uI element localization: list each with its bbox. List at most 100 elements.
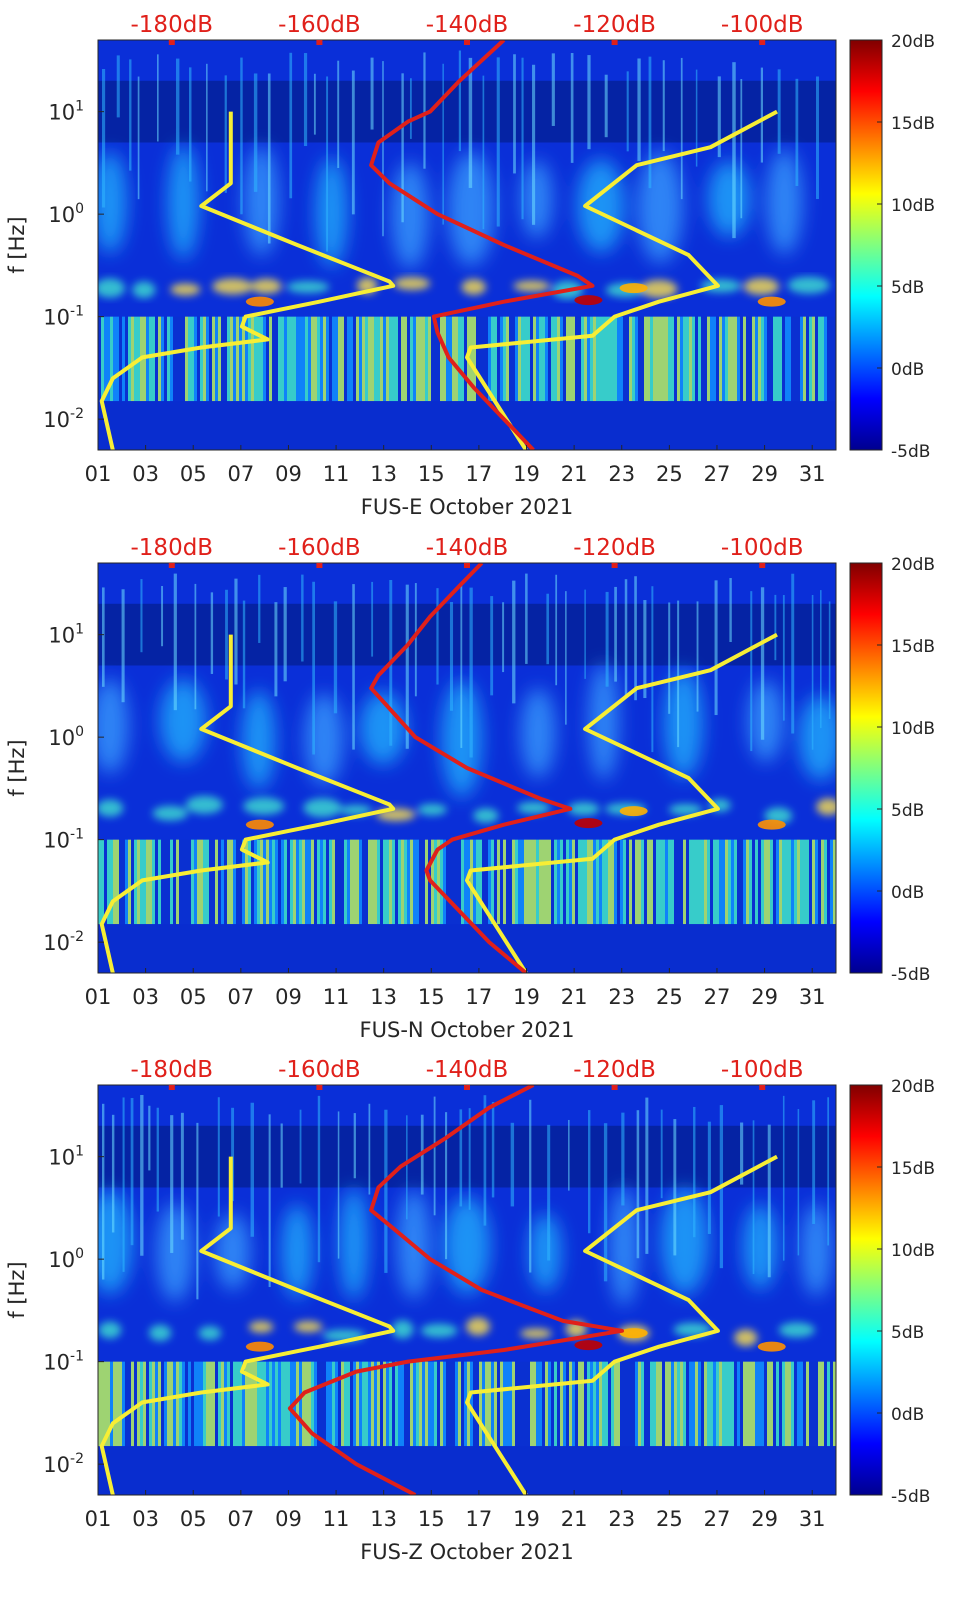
hotspot xyxy=(757,1341,786,1352)
db-tick-mark xyxy=(168,1085,175,1090)
x-tick-label: 29 xyxy=(751,1507,778,1531)
db-tick-mark xyxy=(611,563,618,568)
x-tick-label: 17 xyxy=(466,462,493,486)
x-tick-label: 17 xyxy=(466,985,493,1009)
db-axis-label: -140dB xyxy=(426,535,509,561)
y-tick-label: 101 xyxy=(48,622,84,648)
y-tick-label: 10-2 xyxy=(43,929,84,955)
transient-streaks xyxy=(102,50,819,252)
y-tick-label: 10-1 xyxy=(43,1349,84,1375)
hotspot xyxy=(245,1341,274,1352)
colorbar-label: 15dB xyxy=(891,114,935,134)
hotspot xyxy=(619,1328,648,1339)
hotspot xyxy=(619,283,648,294)
colorbar xyxy=(849,1084,883,1496)
x-tick-label: 05 xyxy=(180,985,207,1009)
colorbar-label: 5dB xyxy=(891,1323,924,1343)
x-tick-label: 19 xyxy=(513,462,540,486)
x-tick-label: 03 xyxy=(132,462,159,486)
band-dark-lowest xyxy=(98,924,836,973)
db-axis-label: -180dB xyxy=(131,535,214,561)
series-line-station-psd xyxy=(369,40,595,450)
x-axis-label: FUS-N October 2021 xyxy=(360,1018,575,1042)
x-tick-label: 05 xyxy=(180,462,207,486)
db-axis-label: -100dB xyxy=(721,1057,804,1083)
db-axis-label: -180dB xyxy=(131,12,214,38)
series-line-station-psd xyxy=(287,1085,624,1495)
colorbar-label: 5dB xyxy=(891,801,924,821)
x-tick-label: 07 xyxy=(227,1507,254,1531)
db-axis-label: -140dB xyxy=(426,1057,509,1083)
db-tick-mark xyxy=(611,40,618,45)
ocean-wave-band xyxy=(98,276,830,299)
x-tick-label: 11 xyxy=(323,1507,350,1531)
x-tick-label: 25 xyxy=(656,1507,683,1531)
x-tick-label: 11 xyxy=(323,462,350,486)
db-tick-mark xyxy=(759,40,766,45)
y-tick-label: 10-1 xyxy=(43,304,84,330)
series-line-noise-model-low xyxy=(99,1156,396,1495)
db-axis-label: -120dB xyxy=(573,535,656,561)
colorbar-label: 10dB xyxy=(891,1241,935,1261)
transient-streaks xyxy=(102,573,831,758)
db-tick-mark xyxy=(316,1085,323,1090)
colorbar-label: 0dB xyxy=(891,360,924,380)
x-axis-label: FUS-Z October 2021 xyxy=(360,1540,574,1564)
hotspot xyxy=(574,295,603,306)
x-tick-label: 09 xyxy=(275,462,302,486)
y-axis-label: f [Hz] xyxy=(5,1261,29,1318)
colorbar-label: 10dB xyxy=(891,196,935,216)
x-tick-label: 09 xyxy=(275,985,302,1009)
x-tick-label: 03 xyxy=(132,985,159,1009)
colorbar-label: -5dB xyxy=(891,965,930,985)
db-axis-label: -140dB xyxy=(426,12,509,38)
colorbar-label: 20dB xyxy=(891,1077,935,1097)
hotspot xyxy=(757,296,786,307)
x-tick-label: 23 xyxy=(608,462,635,486)
band-dark-10hz xyxy=(98,603,836,666)
x-tick-label: 29 xyxy=(751,462,778,486)
db-tick-mark xyxy=(168,40,175,45)
series-line-noise-model-low xyxy=(99,634,396,973)
y-axis-label: f [Hz] xyxy=(5,739,29,796)
microseism-energy xyxy=(98,663,836,798)
colorbar-label: 0dB xyxy=(891,883,924,903)
x-tick-label: 23 xyxy=(608,1507,635,1531)
db-tick-mark xyxy=(316,563,323,568)
colorbar-label: -5dB xyxy=(891,442,930,462)
x-tick-label: 11 xyxy=(323,985,350,1009)
hotspot xyxy=(619,806,648,817)
band-dark-lowest xyxy=(98,401,836,450)
x-tick-label: 23 xyxy=(608,985,635,1009)
band-dark-lowest xyxy=(98,1446,836,1495)
colorbar-label: 15dB xyxy=(891,637,935,657)
colorbar-label: -5dB xyxy=(891,1487,930,1507)
series-line-noise-model-high xyxy=(465,632,778,973)
x-tick-label: 03 xyxy=(132,1507,159,1531)
spectrogram-panel-1: 01 03 05 07 09 11 13 15 17 19 21 23 25 27 29 31 FUS-E Oc… xyxy=(5,12,935,519)
x-tick-label: 19 xyxy=(513,1507,540,1531)
y-axis-label: f [Hz] xyxy=(5,216,29,273)
colorbar-label: 20dB xyxy=(891,32,935,52)
x-tick-label: 07 xyxy=(227,462,254,486)
x-tick-label: 27 xyxy=(704,985,731,1009)
db-axis-label: -100dB xyxy=(721,12,804,38)
x-tick-label: 27 xyxy=(704,1507,731,1531)
db-tick-mark xyxy=(464,40,470,45)
x-tick-label: 31 xyxy=(799,985,826,1009)
y-tick-label: 100 xyxy=(48,724,84,750)
plot-area xyxy=(98,1085,836,1495)
x-tick-label: 15 xyxy=(418,1507,445,1531)
x-tick-label: 07 xyxy=(227,985,254,1009)
y-tick-label: 100 xyxy=(48,201,84,227)
colorbar xyxy=(849,562,883,974)
x-tick-label: 19 xyxy=(513,985,540,1009)
y-tick-label: 10-2 xyxy=(43,406,84,432)
y-tick-label: 100 xyxy=(48,1246,84,1272)
spectrogram-panel-2: 01 03 05 07 09 11 13 15 17 19 21 23 25 27 29 31 FUS-N Oc… xyxy=(5,535,935,1042)
db-axis-label: -180dB xyxy=(131,1057,214,1083)
hotspot xyxy=(757,819,786,830)
x-tick-label: 17 xyxy=(466,1507,493,1531)
colorbar xyxy=(849,39,883,451)
